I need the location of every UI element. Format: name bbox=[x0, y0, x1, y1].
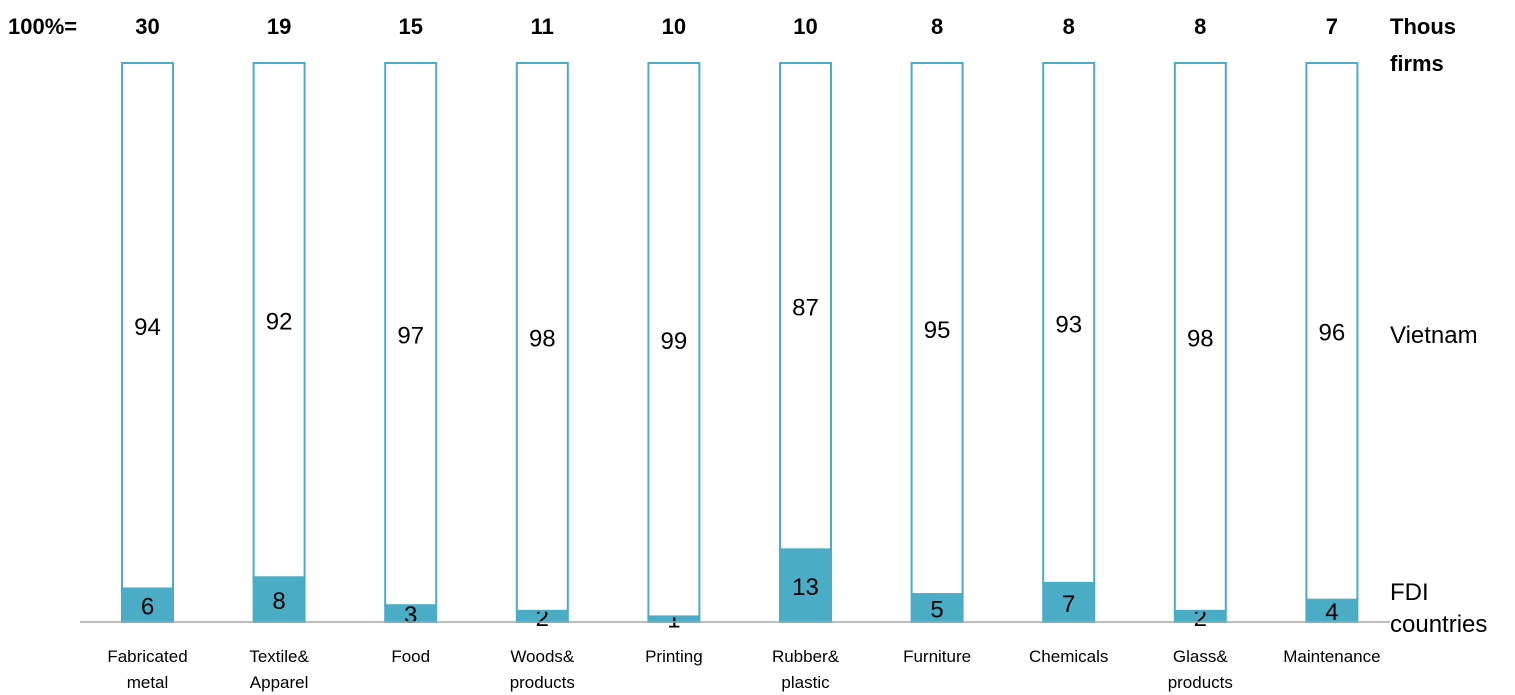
value-label: 98 bbox=[529, 325, 556, 352]
total-value: 7 bbox=[1326, 14, 1338, 39]
value-label: 99 bbox=[661, 328, 688, 355]
bar-segment bbox=[252, 62, 306, 579]
x-tick-label: Fabricated metal bbox=[107, 647, 187, 692]
bar-segment bbox=[121, 62, 174, 590]
value-label: 97 bbox=[397, 322, 424, 349]
x-tick-label: Furniture bbox=[903, 647, 971, 666]
value-label: 6 bbox=[141, 594, 154, 621]
total-value: 8 bbox=[1063, 14, 1075, 39]
total-label: 100%= bbox=[8, 14, 77, 39]
value-label: 94 bbox=[134, 314, 161, 341]
value-label: 98 bbox=[1187, 325, 1214, 352]
total-value: 15 bbox=[398, 14, 422, 39]
value-label: 5 bbox=[930, 596, 943, 623]
x-tick-label: Maintenance bbox=[1283, 647, 1380, 666]
total-value: 11 bbox=[531, 14, 554, 39]
total-value: 19 bbox=[267, 14, 291, 39]
total-value: 10 bbox=[793, 14, 817, 39]
bar-segment bbox=[910, 62, 964, 596]
bar-segment bbox=[384, 62, 438, 607]
bar-segment bbox=[647, 62, 701, 618]
x-tick-label: Rubber& plastic bbox=[772, 647, 840, 692]
value-label: 8 bbox=[272, 588, 285, 615]
total-value: 8 bbox=[931, 14, 943, 39]
bar-segment bbox=[1305, 62, 1359, 601]
totals-unit: Thous firms bbox=[1390, 14, 1456, 76]
value-label: 7 bbox=[1062, 591, 1075, 618]
value-label: 4 bbox=[1325, 599, 1338, 626]
x-tick-label: Woods& products bbox=[510, 647, 575, 692]
value-label: 87 bbox=[792, 295, 819, 322]
bar-segment bbox=[1173, 62, 1227, 612]
x-tick-label: Glass& products bbox=[1168, 647, 1233, 692]
total-value: 30 bbox=[135, 14, 159, 39]
value-label: 95 bbox=[924, 317, 951, 344]
bar-segment bbox=[1042, 62, 1096, 584]
bar-segment bbox=[779, 62, 832, 551]
x-tick-label: Food bbox=[391, 647, 430, 666]
total-value: 8 bbox=[1194, 14, 1206, 39]
series-label: FDI countries bbox=[1390, 579, 1487, 638]
value-label: 92 bbox=[266, 308, 293, 335]
value-label: 96 bbox=[1319, 320, 1346, 347]
bar-segment bbox=[910, 593, 964, 623]
value-label: 13 bbox=[792, 574, 819, 601]
x-tick-label: Chemicals bbox=[1029, 647, 1108, 666]
x-tick-label: Textile& Apparel bbox=[249, 647, 309, 692]
total-value: 10 bbox=[662, 14, 686, 39]
bar-segment bbox=[515, 62, 569, 612]
series-label: Vietnam bbox=[1390, 322, 1478, 349]
value-label: 93 bbox=[1055, 311, 1082, 338]
x-tick-label: Printing bbox=[645, 647, 703, 666]
